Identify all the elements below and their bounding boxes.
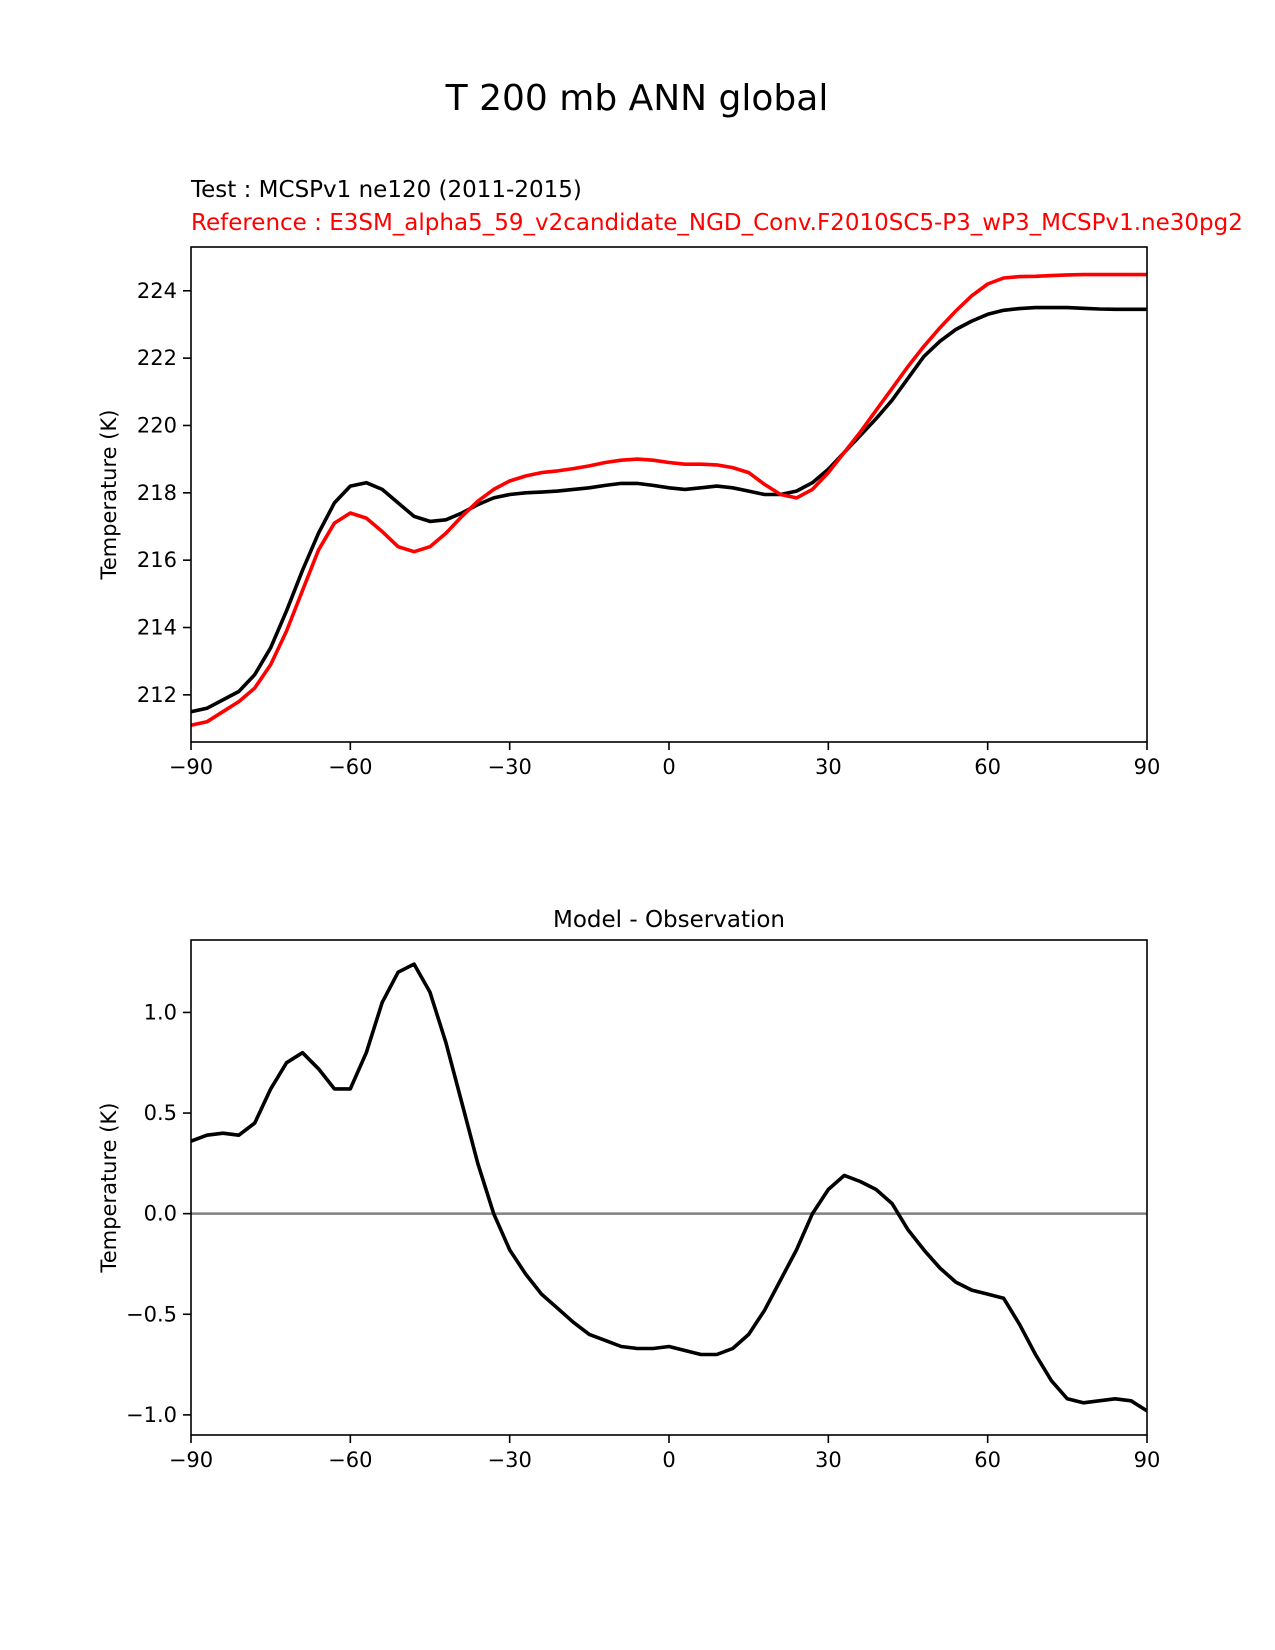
y-tick-label: −0.5 [126, 1302, 177, 1326]
y-tick-label: 1.0 [144, 1000, 177, 1024]
series-line-reference [191, 272, 1147, 727]
x-tick-label: −90 [169, 755, 213, 779]
x-tick-label: 90 [1134, 1448, 1161, 1472]
bottom-title: Model - Observation [553, 907, 785, 933]
y-tick-label: 220 [137, 413, 177, 437]
y-tick-label: 0.0 [144, 1202, 177, 1226]
x-tick-label: −60 [328, 755, 372, 779]
x-tick-label: −30 [488, 1448, 532, 1472]
axes-frame [190, 246, 1148, 743]
x-tick-label: 30 [815, 1448, 842, 1472]
figure-title: T 200 mb ANN global [445, 78, 829, 119]
x-tick-label: −60 [328, 1448, 372, 1472]
top-plot-area: −90 −60 −30 0 30 60 90 212 214 216 218 220 222 224 Tem… [97, 246, 1161, 779]
y-tick-label: 216 [137, 548, 177, 572]
series-line-model-observation [191, 962, 1147, 1413]
x-tick-label: −90 [169, 1448, 213, 1472]
x-tick-label: −30 [488, 755, 532, 779]
x-tick-label: 0 [662, 755, 675, 779]
y-axis-label: Temperature (K) [97, 1103, 121, 1274]
series-line-test [191, 305, 1147, 714]
y-tick-label: −1.0 [126, 1403, 177, 1427]
bottom-plot-area: −90 −60 −30 0 30 60 90 −1.0 −0.5 0.0 0.5 1.0 Tempera… [97, 939, 1161, 1472]
y-tick-label: 224 [137, 279, 177, 303]
y-axis-label: Temperature (K) [97, 410, 121, 581]
y-tick-label: 212 [137, 683, 177, 707]
y-tick-label: 214 [137, 616, 177, 640]
top-subtitle-reference: Reference : E3SM_alpha5_59_v2candidate_N… [191, 210, 1243, 236]
y-tick-label: 0.5 [144, 1101, 177, 1125]
x-tick-label: 60 [974, 755, 1001, 779]
x-tick-label: 60 [974, 1448, 1001, 1472]
y-tick-label: 218 [137, 481, 177, 505]
x-tick-label: 0 [662, 1448, 675, 1472]
axes-frame [190, 939, 1148, 1436]
y-tick-label: 222 [137, 346, 177, 370]
top-subtitle-test: Test : MCSPv1 ne120 (2011-2015) [190, 177, 582, 203]
top-panel: Test : MCSPv1 ne120 (2011-2015) Referenc… [97, 177, 1243, 779]
x-tick-label: 30 [815, 755, 842, 779]
bottom-panel: Model - Observation −90 −60 −30 0 30 60 90 −1.0… [97, 907, 1160, 1472]
x-tick-label: 90 [1134, 755, 1161, 779]
